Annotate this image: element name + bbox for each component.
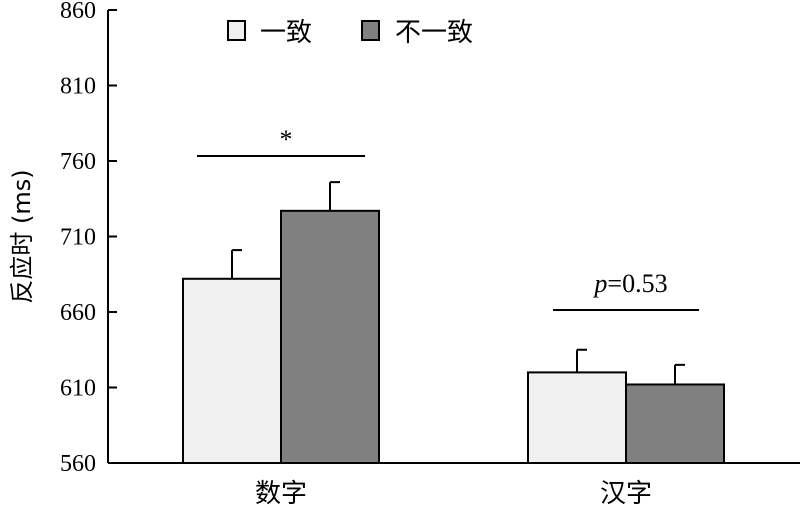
axes: 560 610 660 710 760 810 860 反应时 (ms) 数字 汉字 bbox=[8, 0, 800, 508]
legend-swatch bbox=[361, 20, 380, 41]
legend-swatch bbox=[227, 20, 246, 41]
y-axis-label: 反应时 (ms) bbox=[8, 169, 36, 303]
y-tick-label: 610 bbox=[60, 376, 96, 402]
significance-label: * bbox=[280, 125, 293, 154]
y-tick-label: 810 bbox=[60, 74, 96, 100]
y-tick-label: 710 bbox=[60, 225, 96, 251]
legend-label: 不一致 bbox=[395, 18, 473, 48]
y-tick-label: 560 bbox=[60, 451, 96, 477]
bar-incongruent-character bbox=[625, 383, 725, 465]
x-category-label: 数字 bbox=[255, 479, 307, 508]
significance-label: p=0.53 bbox=[592, 269, 667, 298]
x-category-label: 汉字 bbox=[600, 479, 652, 508]
bar-congruent-digit bbox=[182, 277, 282, 464]
significance-annotations: * p=0.53 bbox=[197, 125, 699, 311]
y-tick-label: 660 bbox=[60, 300, 96, 326]
legend: 一致 不一致 bbox=[227, 18, 473, 48]
bars bbox=[182, 181, 725, 465]
y-tick-label: 860 bbox=[60, 0, 96, 24]
bar-incongruent-digit bbox=[280, 209, 380, 464]
legend-label: 一致 bbox=[260, 18, 312, 48]
y-tick-label: 760 bbox=[60, 149, 96, 175]
bar-congruent-character bbox=[527, 371, 627, 464]
